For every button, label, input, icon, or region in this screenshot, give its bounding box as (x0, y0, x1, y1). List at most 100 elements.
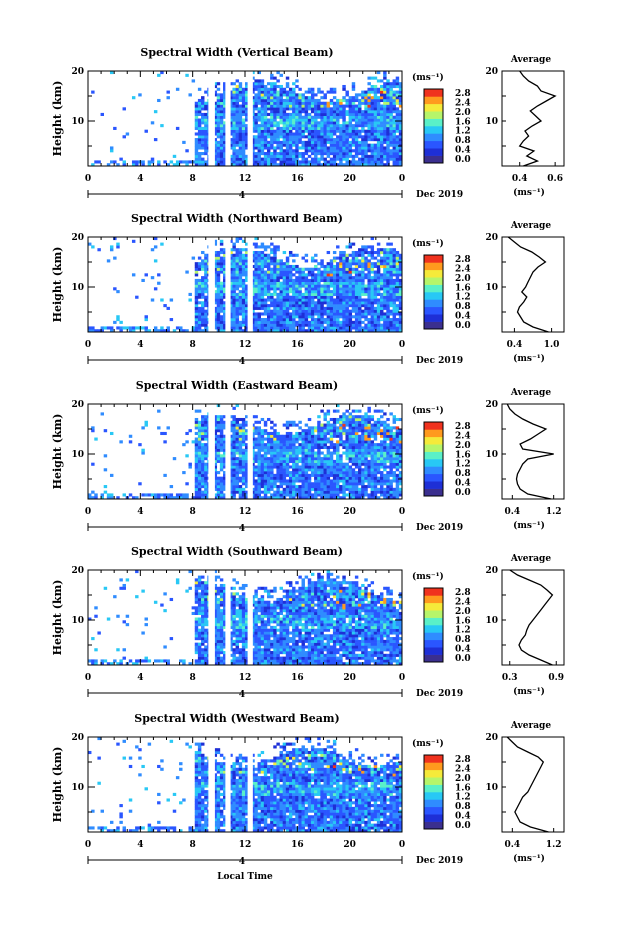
heatmap-cell (395, 292, 400, 296)
average-y-tick-label: 10 (485, 117, 498, 127)
heatmap-cell (223, 301, 227, 305)
heatmap-cell (232, 459, 236, 463)
heatmap-cell (364, 273, 368, 277)
heatmap-cell (323, 146, 327, 150)
heatmap-cell (238, 126, 243, 130)
heatmap-cell (219, 420, 224, 424)
heatmap-cell (310, 485, 315, 489)
heatmap-cell (251, 443, 255, 447)
heatmap-cell (295, 479, 299, 483)
heatmap-cell (285, 306, 290, 310)
heatmap-cell (251, 306, 255, 310)
heatmap-cell (348, 163, 353, 167)
heatmap-cell (326, 290, 331, 294)
heatmap-cell (197, 143, 202, 147)
heatmap-cell (354, 253, 359, 257)
heatmap-cell (191, 326, 196, 330)
heatmap-cell (279, 73, 283, 77)
heatmap-cell (314, 295, 318, 299)
heatmap-cell (314, 437, 318, 441)
heatmap-cell (317, 420, 321, 424)
heatmap-cell (392, 79, 397, 83)
heatmap-cell (257, 437, 261, 441)
heatmap-cell (219, 496, 224, 500)
heatmap-cell (219, 248, 224, 252)
heatmap-cell (304, 107, 309, 111)
heatmap-cell (288, 146, 293, 150)
heatmap-cell (285, 315, 290, 319)
heatmap-cell (336, 292, 340, 296)
heatmap-cell (354, 149, 359, 153)
heatmap-cell (263, 423, 268, 427)
heatmap-cell (285, 126, 290, 130)
heatmap-cell (310, 163, 315, 167)
heatmap-cell (263, 306, 268, 310)
heatmap-cell (367, 250, 371, 255)
heatmap-cell (358, 315, 362, 319)
heatmap-cell (386, 259, 390, 263)
heatmap-cell (348, 301, 353, 305)
heatmap-cell (270, 487, 274, 491)
heatmap-cell (304, 121, 309, 125)
heatmap-cell (380, 295, 384, 299)
heatmap-cell (367, 312, 371, 316)
heatmap-cell (276, 465, 280, 469)
heatmap-cell (223, 278, 227, 282)
heatmap-cell (395, 82, 400, 86)
heatmap-cell (288, 250, 293, 255)
heatmap-cell (273, 129, 277, 133)
heatmap-cell (314, 454, 318, 458)
heatmap-cell (389, 93, 393, 97)
heatmap-cell (339, 135, 343, 139)
heatmap-cell (389, 278, 393, 282)
heatmap-cell (342, 132, 346, 136)
heatmap-cell (351, 309, 356, 313)
heatmap-cell (216, 471, 221, 475)
heatmap-cell (392, 152, 397, 156)
heatmap-cell (329, 143, 334, 147)
heatmap-cell (232, 154, 236, 158)
heatmap-cell (273, 96, 277, 100)
heatmap-cell (254, 479, 258, 483)
heatmap-cell (389, 292, 393, 296)
heatmap-cell (310, 301, 315, 305)
heatmap-cell (223, 437, 227, 441)
heatmap-cell (251, 84, 255, 89)
heatmap-cell (276, 248, 280, 252)
heatmap-cell (279, 118, 283, 122)
heatmap-cell (279, 459, 283, 463)
heatmap-cell (263, 140, 268, 144)
heatmap-cell (153, 496, 158, 500)
heatmap-cell (370, 129, 375, 133)
heatmap-cell (342, 126, 346, 130)
heatmap-cell (332, 278, 337, 282)
heatmap-cell (219, 259, 224, 263)
heatmap-cell (241, 101, 246, 105)
heatmap-cell (389, 320, 393, 324)
heatmap-cell (257, 471, 261, 475)
heatmap-cell (351, 250, 356, 255)
heatmap-cell (320, 276, 324, 280)
heatmap-cell (285, 298, 290, 302)
heatmap-cell (370, 154, 375, 158)
heatmap-cell (144, 318, 148, 322)
heatmap-cell (383, 276, 387, 280)
heatmap-cell (266, 295, 271, 299)
heatmap-cell (213, 462, 218, 466)
heatmap-cell (279, 132, 283, 136)
y-tick-label: 10 (71, 117, 84, 127)
heatmap-cell (185, 149, 189, 153)
heatmap-cell (386, 124, 390, 128)
heatmap-cell (276, 473, 280, 477)
heatmap-cell (314, 465, 318, 469)
heatmap-cell (361, 290, 365, 294)
heatmap-cell (285, 264, 290, 269)
heatmap-cell (241, 90, 246, 94)
heatmap-cell (329, 262, 334, 266)
heatmap-cell (332, 329, 337, 333)
heatmap-cell (194, 121, 199, 125)
heatmap-cell (235, 323, 240, 327)
heatmap-cell (266, 87, 271, 91)
heatmap-cell (298, 104, 302, 108)
heatmap-cell (241, 320, 246, 324)
